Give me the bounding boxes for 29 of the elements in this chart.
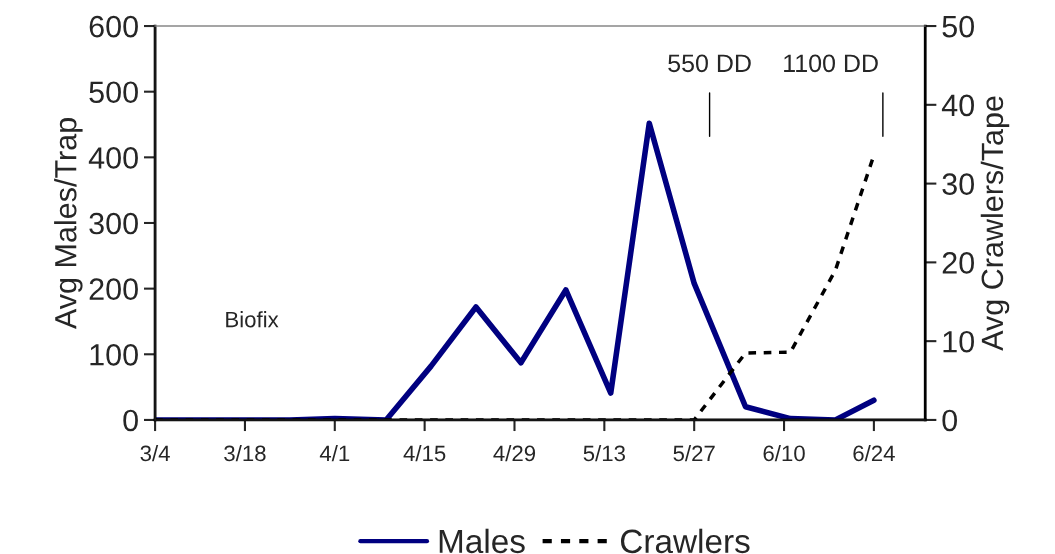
annotation: 550 DD: [668, 54, 751, 73]
x-tick-label: 4/1: [319, 444, 350, 462]
y-tick-label: 400: [88, 147, 138, 169]
y-tick-label: 500: [89, 81, 138, 104]
y-tick-label: 600: [89, 15, 138, 38]
y-tick-label: 100: [90, 344, 138, 366]
legend-label: Crawlers: [620, 528, 750, 554]
x-tick-label: 3/18: [224, 444, 266, 462]
x-tick-label: 5/27: [673, 444, 715, 462]
x-tick-label: 6/10: [763, 444, 805, 462]
x-tick-label: 5/13: [583, 444, 625, 462]
y2-tick-label: 50: [942, 15, 974, 38]
x-tick-label: 4/29: [493, 444, 536, 462]
y-tick-label: 300: [89, 212, 138, 235]
y2-tick-label: 0: [942, 409, 958, 432]
y2-tick-label: 10: [943, 330, 974, 353]
y2-tick-label: 40: [941, 94, 974, 117]
legend-label: Males: [439, 528, 525, 554]
x-tick-label: 6/24: [853, 444, 895, 462]
y2-tick-label: 20: [942, 252, 974, 274]
y-tick-label: 200: [89, 278, 138, 301]
x-tick-label: 4/15: [403, 444, 446, 462]
y2-axis-title: Avg Crawlers/Tape: [980, 96, 1010, 351]
y-axis-title: Avg Males/Trap: [54, 118, 83, 330]
annotation: Biofix: [226, 311, 279, 328]
annotation: 1100 DD: [784, 54, 878, 73]
x-tick-label: 3/4: [140, 444, 170, 462]
y2-tick-label: 30: [942, 173, 974, 195]
y-tick-label: 0: [123, 409, 138, 432]
